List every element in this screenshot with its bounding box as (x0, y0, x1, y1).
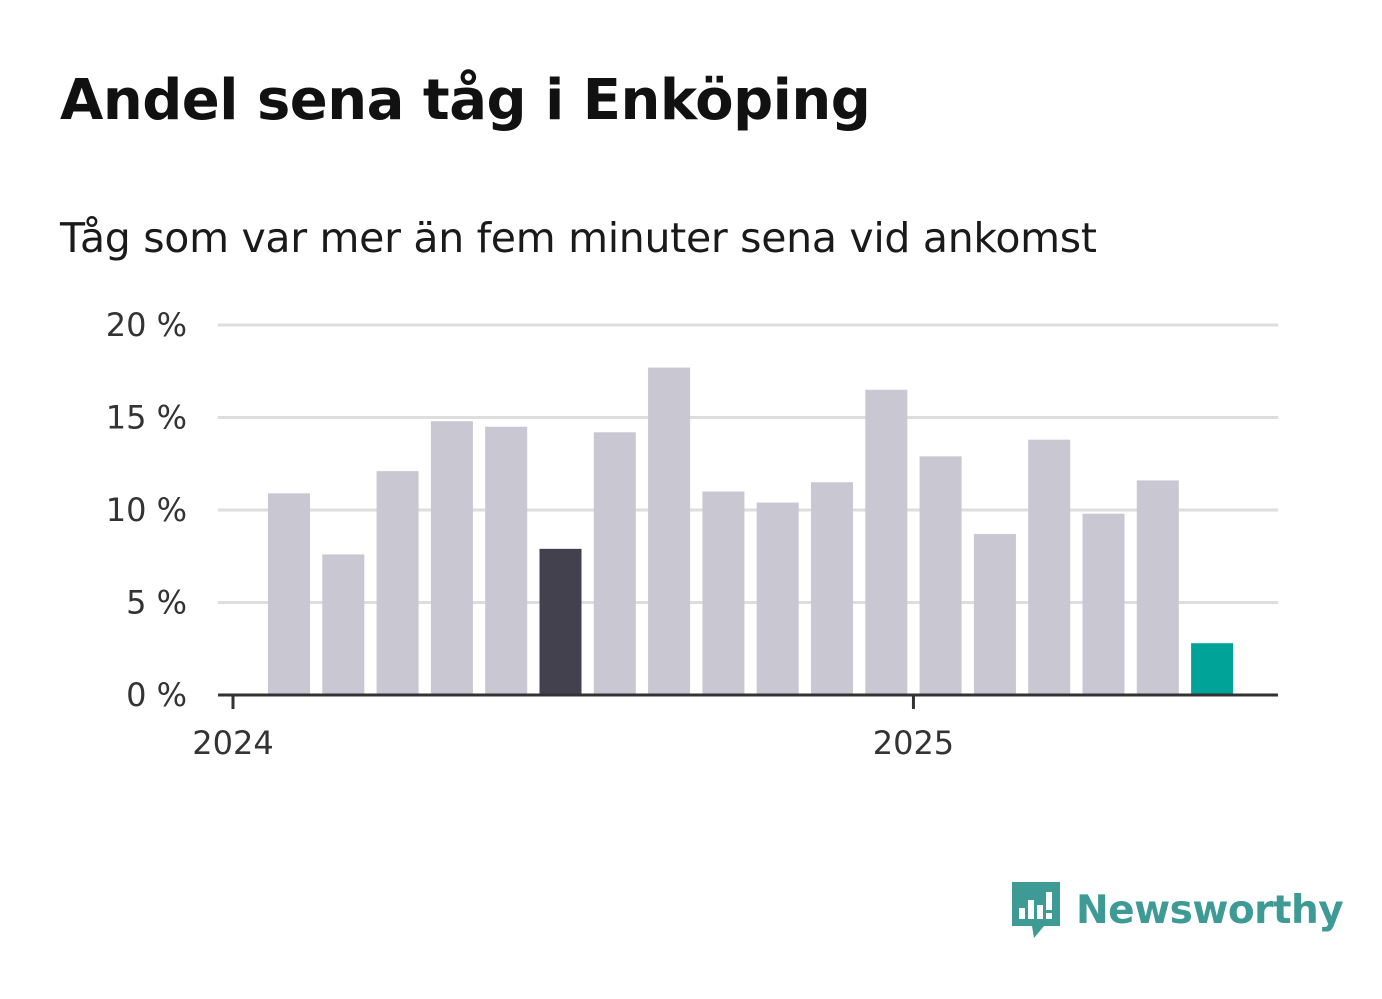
bar (919, 456, 962, 695)
chart-subtitle: Tåg som var mer än fem minuter sena vid … (60, 214, 1097, 262)
x-tick-label: 2025 (873, 724, 954, 762)
bar (1082, 513, 1125, 695)
bar (865, 389, 908, 695)
y-tick-label: 10 % (106, 491, 187, 529)
y-tick-label: 5 % (126, 584, 187, 622)
bar (322, 554, 365, 695)
logo-text: Newsworthy (1076, 887, 1344, 933)
bars (268, 367, 1234, 695)
bar (268, 493, 310, 695)
bar-chart-bubble-icon (1012, 882, 1060, 938)
bar (1136, 480, 1179, 695)
newsworthy-logo: Newsworthy (1010, 880, 1344, 940)
bar (702, 491, 745, 695)
bar (1028, 439, 1071, 695)
axes: 0 % 5 % 10 % 15 % 20 % 2024 2025 (106, 306, 1278, 762)
bar (593, 432, 636, 695)
bar (811, 482, 853, 695)
bar (376, 471, 419, 695)
y-tick-label: 20 % (106, 306, 187, 344)
bar (539, 548, 582, 695)
y-tick-label: 0 % (126, 676, 187, 714)
y-tick-label: 15 % (106, 399, 187, 437)
bar (973, 534, 1016, 695)
chart-title: Andel sena tåg i Enköping (60, 68, 871, 133)
bar (430, 421, 473, 695)
x-tick-label: 2024 (192, 724, 273, 762)
bar (1191, 643, 1234, 695)
bar (648, 367, 691, 695)
bar (756, 502, 799, 695)
bar (485, 426, 528, 695)
